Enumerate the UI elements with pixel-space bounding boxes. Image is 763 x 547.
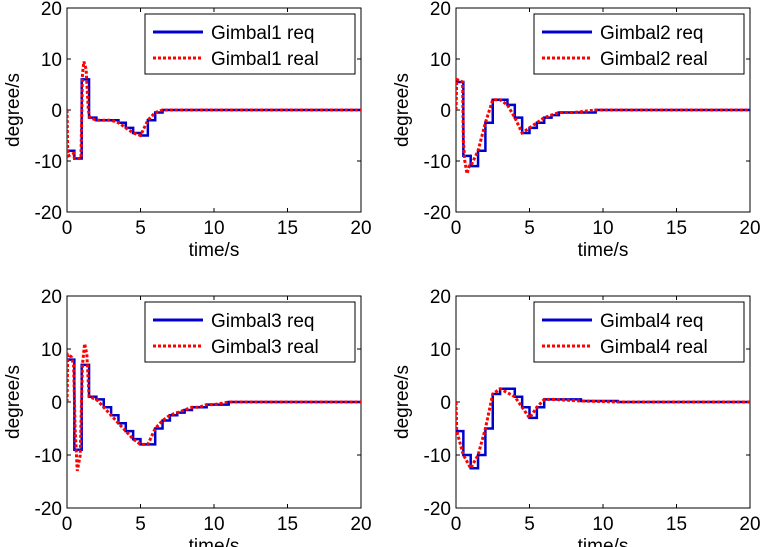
series-line-req [456, 80, 750, 168]
x-tick-label: 20 [350, 218, 371, 239]
y-tick-label: 0 [440, 101, 451, 122]
x-tick-label: 10 [592, 514, 613, 535]
y-axis-label: degree/s [3, 365, 24, 439]
subplot-1: 0 5 10 15 20 20 10 0 -10 -20 time/s degree/s Gimbal1… [3, 0, 372, 261]
legend: Gimbal2 req Gimbal2 real [533, 13, 745, 75]
subplot-4: 0 5 10 15 20 20 10 0 -10 -20 time/s degree/s Gimbal4… [392, 287, 761, 547]
y-tick-label: 20 [430, 0, 451, 20]
subplot-3: 0 5 10 15 20 20 10 0 -10 -20 time/s degree/s Gimbal3… [3, 287, 372, 547]
x-tick-label: 15 [666, 514, 687, 535]
y-tick-label: 20 [430, 287, 451, 308]
series-line-req [67, 358, 361, 451]
legend-label: Gimbal4 req [600, 311, 704, 332]
x-tick-label: 5 [135, 218, 146, 239]
x-tick-label: 15 [277, 514, 298, 535]
x-tick-label: 0 [451, 514, 462, 535]
y-tick-label: 20 [41, 0, 62, 20]
x-axis-label: time/s [578, 536, 629, 547]
legend-box [533, 301, 745, 363]
legend-label: Gimbal3 req [211, 311, 315, 332]
legend-box [144, 13, 356, 75]
y-tick-label: -20 [424, 203, 451, 224]
y-tick-label: -20 [35, 499, 62, 520]
x-tick-label: 20 [739, 514, 760, 535]
series-line-real [67, 343, 361, 472]
y-tick-label: 10 [41, 340, 62, 361]
y-tick-label: -20 [35, 203, 62, 224]
legend: Gimbal3 req Gimbal3 real [144, 301, 356, 363]
y-tick-label: 20 [41, 287, 62, 308]
y-tick-label: -10 [35, 152, 62, 173]
series-line-real [456, 77, 750, 175]
subplot-2: 0 5 10 15 20 20 10 0 -10 -20 time/s degree/s Gimbal2… [392, 0, 761, 261]
legend-label: Gimbal4 real [600, 337, 708, 358]
y-tick-label: -10 [35, 446, 62, 467]
legend: Gimbal1 req Gimbal1 real [144, 13, 356, 75]
series-line-real [67, 61, 361, 160]
x-tick-label: 10 [592, 218, 613, 239]
y-axis-label: degree/s [392, 73, 413, 147]
x-tick-label: 5 [524, 218, 535, 239]
x-tick-label: 10 [203, 218, 224, 239]
y-tick-label: 10 [430, 340, 451, 361]
x-axis-label: time/s [189, 240, 240, 261]
series-line-real [456, 386, 750, 472]
y-tick-label: -20 [424, 499, 451, 520]
y-tick-label: 0 [51, 393, 62, 414]
x-tick-label: 5 [524, 514, 535, 535]
legend-label: Gimbal1 real [211, 49, 319, 70]
x-tick-label: 0 [62, 218, 73, 239]
y-tick-label: -10 [424, 446, 451, 467]
x-tick-label: 5 [135, 514, 146, 535]
y-tick-label: 0 [51, 101, 62, 122]
series-line-req [67, 78, 361, 160]
y-tick-label: 10 [41, 50, 62, 71]
legend-label: Gimbal3 real [211, 337, 319, 358]
legend: Gimbal4 req Gimbal4 real [533, 301, 745, 363]
legend-box [144, 301, 356, 363]
legend-box [533, 13, 745, 75]
y-tick-label: 10 [430, 50, 451, 71]
y-tick-label: 0 [440, 393, 451, 414]
legend-label: Gimbal2 req [600, 23, 704, 44]
x-tick-label: 15 [666, 218, 687, 239]
x-axis-label: time/s [189, 536, 240, 547]
y-axis-label: degree/s [392, 365, 413, 439]
legend-label: Gimbal2 real [600, 49, 708, 70]
x-tick-label: 15 [277, 218, 298, 239]
x-tick-label: 0 [451, 218, 462, 239]
x-tick-label: 20 [739, 218, 760, 239]
y-axis-label: degree/s [3, 73, 24, 147]
legend-label: Gimbal1 req [211, 23, 315, 44]
x-tick-label: 20 [350, 514, 371, 535]
x-axis-label: time/s [578, 240, 629, 261]
y-tick-label: -10 [424, 152, 451, 173]
x-tick-label: 10 [203, 514, 224, 535]
x-tick-label: 0 [62, 514, 73, 535]
